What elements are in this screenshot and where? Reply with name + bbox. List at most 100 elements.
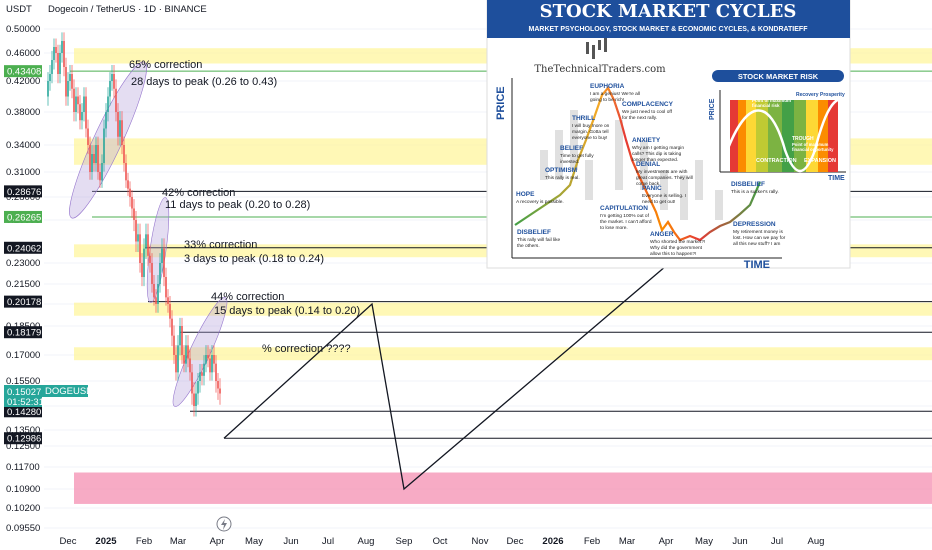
risk-label: financial risk — [752, 103, 780, 108]
svg-text:COMPLACENCY: COMPLACENCY — [622, 101, 674, 108]
svg-text:0.26265: 0.26265 — [7, 212, 41, 223]
svg-text:THRILL: THRILL — [572, 115, 595, 122]
svg-text:This rally will fail like: This rally will fail like — [517, 237, 561, 243]
candle — [211, 345, 213, 381]
price-badge: 0.24062 — [4, 241, 42, 254]
countdown: 01:52:31 — [7, 397, 44, 408]
candle — [95, 136, 97, 172]
price-badge: 0.12986 — [4, 432, 42, 445]
candle — [75, 87, 77, 122]
candle — [87, 119, 89, 155]
risk-label: financial opportunity — [792, 147, 834, 152]
candle — [181, 317, 183, 364]
time-tick-label: Jun — [283, 536, 298, 547]
candle — [151, 253, 153, 293]
risk-curve — [720, 97, 846, 172]
svg-text:invested.: invested. — [560, 159, 579, 165]
candle — [49, 64, 51, 91]
candle — [51, 50, 53, 84]
inset-brand: TheTechnicalTraders.com — [534, 64, 666, 75]
candle — [163, 238, 165, 287]
risk-label: TROUGH — [792, 136, 814, 142]
price-tick-label: 0.13500 — [6, 425, 40, 436]
price-badge: 0.26265 — [4, 210, 42, 223]
time-tick-label: May — [695, 536, 713, 547]
price-tick-label: 0.50000 — [6, 24, 40, 35]
svg-text:We just need to cool off: We just need to cool off — [622, 109, 673, 115]
price-tick-label: 0.10900 — [6, 484, 40, 495]
zone-3 — [74, 302, 932, 316]
candle — [157, 274, 159, 313]
risk-axis-price: PRICE — [709, 98, 716, 120]
time-tick-label: May — [245, 536, 263, 547]
candle — [217, 372, 219, 400]
candle — [219, 378, 221, 405]
svg-text:the market. I can't afford: the market. I can't afford — [600, 219, 652, 225]
candle — [193, 382, 195, 417]
time-tick-label: Oct — [433, 536, 448, 547]
candle — [145, 223, 147, 259]
candle — [201, 364, 203, 386]
annotation-correction: 33% correction — [184, 239, 257, 251]
candle — [173, 325, 175, 364]
svg-text:HOPE: HOPE — [516, 191, 535, 198]
svg-text:This rally is real.: This rally is real. — [545, 175, 580, 181]
candle — [209, 349, 211, 381]
lightning-icon[interactable] — [216, 516, 232, 532]
current-price-badge[interactable]: 0.15027 01:52:31 DOGEUSDT — [4, 385, 99, 408]
candle — [139, 223, 141, 273]
svg-text:calls? This dip is taking: calls? This dip is taking — [632, 151, 682, 157]
risk-label: Point of maximum — [792, 142, 829, 147]
svg-text:margin. Gotta tell: margin. Gotta tell — [572, 129, 609, 135]
candle — [203, 355, 205, 386]
candle — [55, 38, 57, 63]
candle — [107, 87, 109, 122]
risk-label: PEAK — [752, 92, 767, 98]
price-tick-label: 0.17000 — [6, 350, 40, 361]
candle — [125, 154, 127, 188]
svg-text:for the next rally.: for the next rally. — [622, 115, 657, 121]
candle — [61, 32, 63, 63]
svg-text:0.18179: 0.18179 — [7, 328, 41, 339]
annotation-correction: 65% correction — [129, 59, 202, 71]
candle — [135, 211, 137, 253]
zone-4 — [74, 347, 932, 361]
time-tick-label: 2025 — [95, 536, 117, 547]
svg-text:Who shorted the market?!: Who shorted the market?! — [650, 239, 705, 245]
candle — [59, 44, 61, 84]
candle — [77, 87, 79, 114]
price-badge: 0.14280 — [4, 405, 42, 418]
svg-text:0.20178: 0.20178 — [7, 297, 41, 308]
time-tick-label: Feb — [136, 536, 152, 547]
svg-text:ANXIETY: ANXIETY — [632, 137, 661, 144]
time-tick-label: Feb — [584, 536, 600, 547]
candle — [215, 355, 217, 393]
candle — [81, 103, 83, 130]
zone-5 — [74, 472, 932, 504]
risk-label: Recovery — [796, 92, 819, 98]
candle — [117, 103, 119, 146]
price-badges: 0.43408 0.28676 0.26265 0.24062 0.20178 0.181… — [4, 65, 42, 445]
price-tick-label: 0.38000 — [6, 107, 40, 118]
candle — [187, 335, 189, 368]
time-tick-label: Mar — [170, 536, 186, 547]
svg-text:need to get out!: need to get out! — [642, 199, 675, 205]
candle — [93, 145, 95, 172]
annotation-correction: % correction ???? — [262, 343, 351, 355]
annotation-detail: 11 days to peak (0.20 to 0.28) — [165, 199, 310, 211]
candle — [177, 335, 179, 381]
candle — [143, 238, 145, 287]
candle — [121, 111, 123, 155]
candle — [89, 136, 91, 180]
svg-text:0.43408: 0.43408 — [7, 67, 41, 78]
svg-text:Time to get fully: Time to get fully — [560, 153, 594, 159]
price-badge: 0.28676 — [4, 185, 42, 198]
price-badge: 0.43408 — [4, 65, 42, 78]
price-tick-label: 0.34000 — [6, 140, 40, 151]
risk-label: EXPANSION — [804, 158, 836, 164]
